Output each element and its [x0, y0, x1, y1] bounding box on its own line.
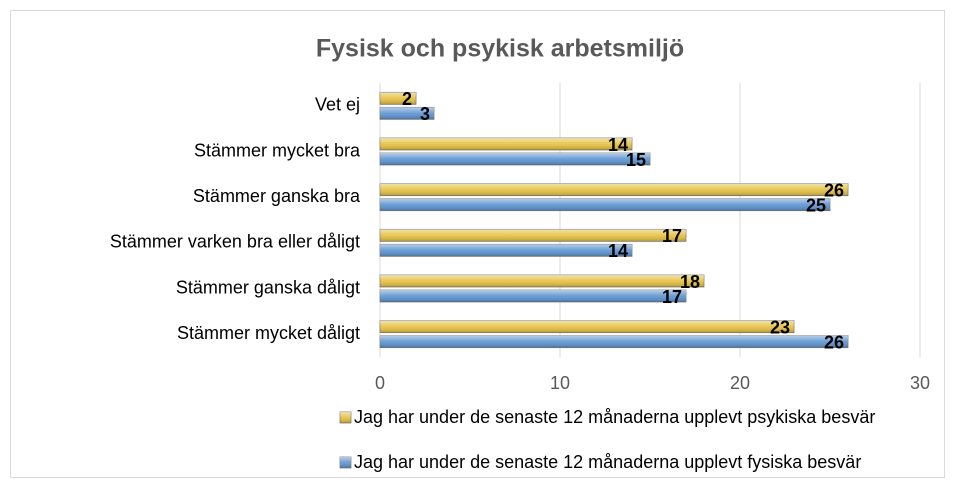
data-label: 26 — [824, 180, 844, 200]
y-tick-label: Stämmer mycket bra — [194, 140, 361, 160]
bar-shine — [380, 138, 632, 150]
bar-shine — [380, 198, 830, 211]
legend-shine — [340, 412, 351, 423]
bar-shine — [380, 229, 686, 242]
bar-shine — [380, 183, 848, 196]
x-tick-label: 20 — [730, 373, 750, 393]
data-label: 25 — [806, 195, 826, 215]
data-label: 3 — [420, 104, 430, 124]
y-tick-label: Stämmer ganska dåligt — [176, 277, 360, 297]
bar-shine — [380, 153, 650, 165]
bar-shine — [380, 107, 434, 120]
data-label: 17 — [662, 226, 682, 246]
x-tick-label: 30 — [910, 373, 930, 393]
data-label: 2 — [402, 89, 412, 109]
legend-label: Jag har under de senaste 12 månaderna up… — [354, 452, 861, 472]
data-label: 17 — [662, 287, 682, 307]
x-tick-label: 10 — [550, 373, 570, 393]
data-label: 14 — [608, 135, 628, 155]
x-tick-label: 0 — [375, 373, 385, 393]
y-tick-label: Stämmer mycket dåligt — [177, 323, 360, 343]
data-label: 23 — [770, 317, 790, 337]
legend-label: Jag har under de senaste 12 månaderna up… — [354, 407, 875, 427]
y-tick-label: Stämmer varken bra eller dåligt — [110, 232, 360, 252]
bar-shine — [380, 335, 848, 348]
bar-shine — [380, 244, 632, 257]
bar-shine — [380, 275, 704, 287]
bar-shine — [380, 320, 794, 333]
y-tick-label: Vet ej — [315, 95, 360, 115]
data-label: 18 — [680, 272, 700, 292]
chart-title: Fysisk och psykisk arbetsmiljö — [316, 35, 684, 63]
bar-shine — [380, 290, 686, 302]
data-label: 26 — [824, 332, 844, 352]
bar-shine — [380, 92, 416, 105]
legend-shine — [340, 457, 351, 468]
y-tick-label: Stämmer ganska bra — [193, 186, 361, 206]
data-label: 15 — [626, 150, 646, 170]
data-label: 14 — [608, 241, 628, 261]
